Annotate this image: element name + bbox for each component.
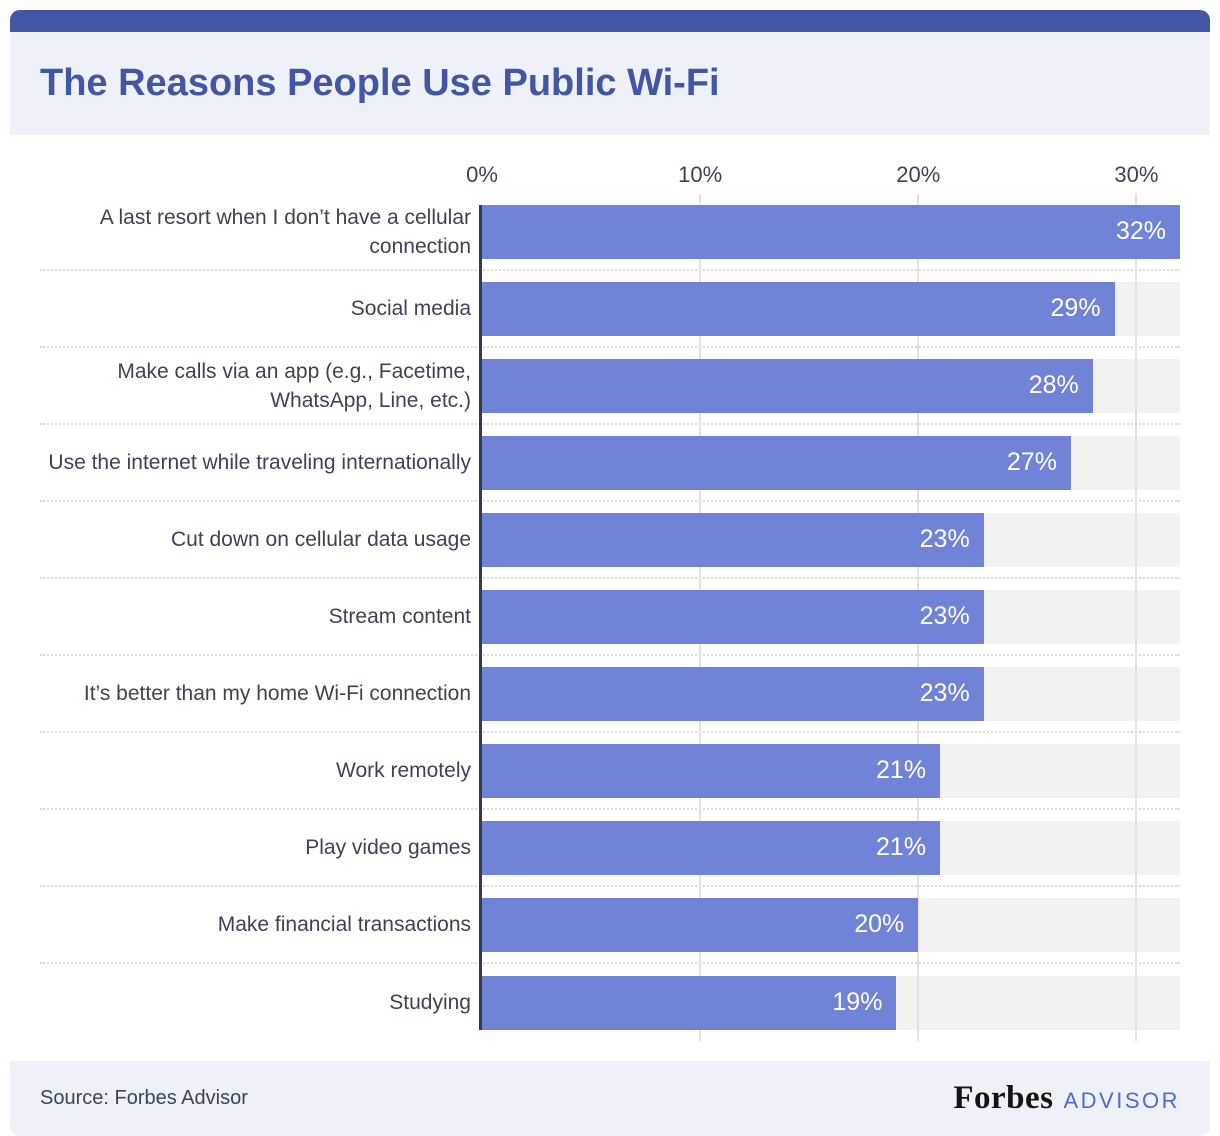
chart-row: Cut down on cellular data usage 23% [40,502,1180,579]
chart-row: Social media 29% [40,271,1180,348]
x-axis-ticks: 0% 10% 20% 30% [466,162,1180,188]
bar-value-label: 19% [832,988,883,1016]
category-label: Studying [389,991,471,1014]
footer: Source: Forbes Advisor Forbes ADVISOR [10,1061,1210,1136]
bar: 23% [482,512,984,567]
category-label: It’s better than my home Wi-Fi connectio… [83,682,471,705]
infographic-card: The Reasons People Use Public Wi-Fi 0% 10… [10,10,1210,1136]
y-axis-line [479,205,482,1030]
bar: 19% [482,975,897,1030]
bar-value-label: 32% [1115,217,1166,245]
category-label: A last resort when I don’t have a cellul… [99,205,471,258]
bar-value-label: 23% [919,525,970,553]
x-tick-label: 0% [466,162,498,187]
bar-track: 28% [482,358,1180,413]
page-title: The Reasons People Use Public Wi-Fi [40,62,720,104]
bar-value-label: 21% [876,833,927,861]
bar-value-label: 29% [1050,294,1101,322]
bar-value-label: 23% [919,602,970,630]
category-label: Play video games [305,836,471,859]
category-label: Make financial transactions [217,913,471,936]
bar-track: 23% [482,512,1180,567]
bar-track: 21% [482,743,1180,798]
accent-strip [10,10,1210,32]
x-tick-label: 30% [1114,162,1159,187]
bar-track: 19% [482,975,1180,1030]
bar: 32% [482,204,1180,259]
bar-value-label: 27% [1006,448,1057,476]
chart-section: 0% 10% 20% 30% A last resort when I don’t h… [10,135,1210,1051]
category-label: Stream content [328,605,471,628]
chart-row: It’s better than my home Wi-Fi connectio… [40,656,1180,733]
category-label: Cut down on cellular data usage [170,528,471,551]
x-tick-label: 20% [896,162,941,187]
bar: 21% [482,743,941,798]
forbes-wordmark: Forbes [953,1080,1054,1116]
chart-row: Stream content 23% [40,579,1180,656]
advisor-wordmark: ADVISOR [1063,1088,1180,1113]
bar-track: 32% [482,204,1180,259]
category-label: Work remotely [336,759,471,782]
bar: 23% [482,589,984,644]
bar-track: 23% [482,589,1180,644]
bar: 28% [482,358,1093,413]
source-text: Source: Forbes Advisor [40,1087,248,1109]
title-band: The Reasons People Use Public Wi-Fi [10,32,1210,135]
bar: 21% [482,820,941,875]
chart-row: Studying 19% [40,964,1180,1041]
bar-value-label: 21% [876,756,927,784]
chart-row: Make financial transactions 20% [40,887,1180,964]
bar-value-label: 20% [854,910,905,938]
bar-track: 27% [482,435,1180,490]
bar: 23% [482,666,984,721]
bar-track: 23% [482,666,1180,721]
x-tick-label: 10% [678,162,723,187]
bar-value-label: 28% [1028,371,1079,399]
category-label: Social media [350,297,471,320]
category-label: Use the internet while traveling interna… [48,451,471,474]
bar: 27% [482,435,1071,490]
chart-row: Use the internet while traveling interna… [40,425,1180,502]
forbes-advisor-logo: Forbes ADVISOR [953,1080,1180,1117]
bar-track: 29% [482,281,1180,336]
category-label: Make calls via an app (e.g., Facetime, W… [117,359,471,412]
chart-row: Work remotely 21% [40,733,1180,810]
bar: 29% [482,281,1115,336]
chart-row: A last resort when I don’t have a cellul… [40,194,1180,271]
chart-rows: A last resort when I don’t have a cellul… [40,194,1180,1041]
chart-row: Play video games 21% [40,810,1180,887]
bar: 20% [482,897,919,952]
bar-value-label: 23% [919,679,970,707]
bar-track: 20% [482,897,1180,952]
bar-chart: A last resort when I don’t have a cellul… [40,194,1180,1041]
bar-track: 21% [482,820,1180,875]
chart-row: Make calls via an app (e.g., Facetime, W… [40,348,1180,425]
